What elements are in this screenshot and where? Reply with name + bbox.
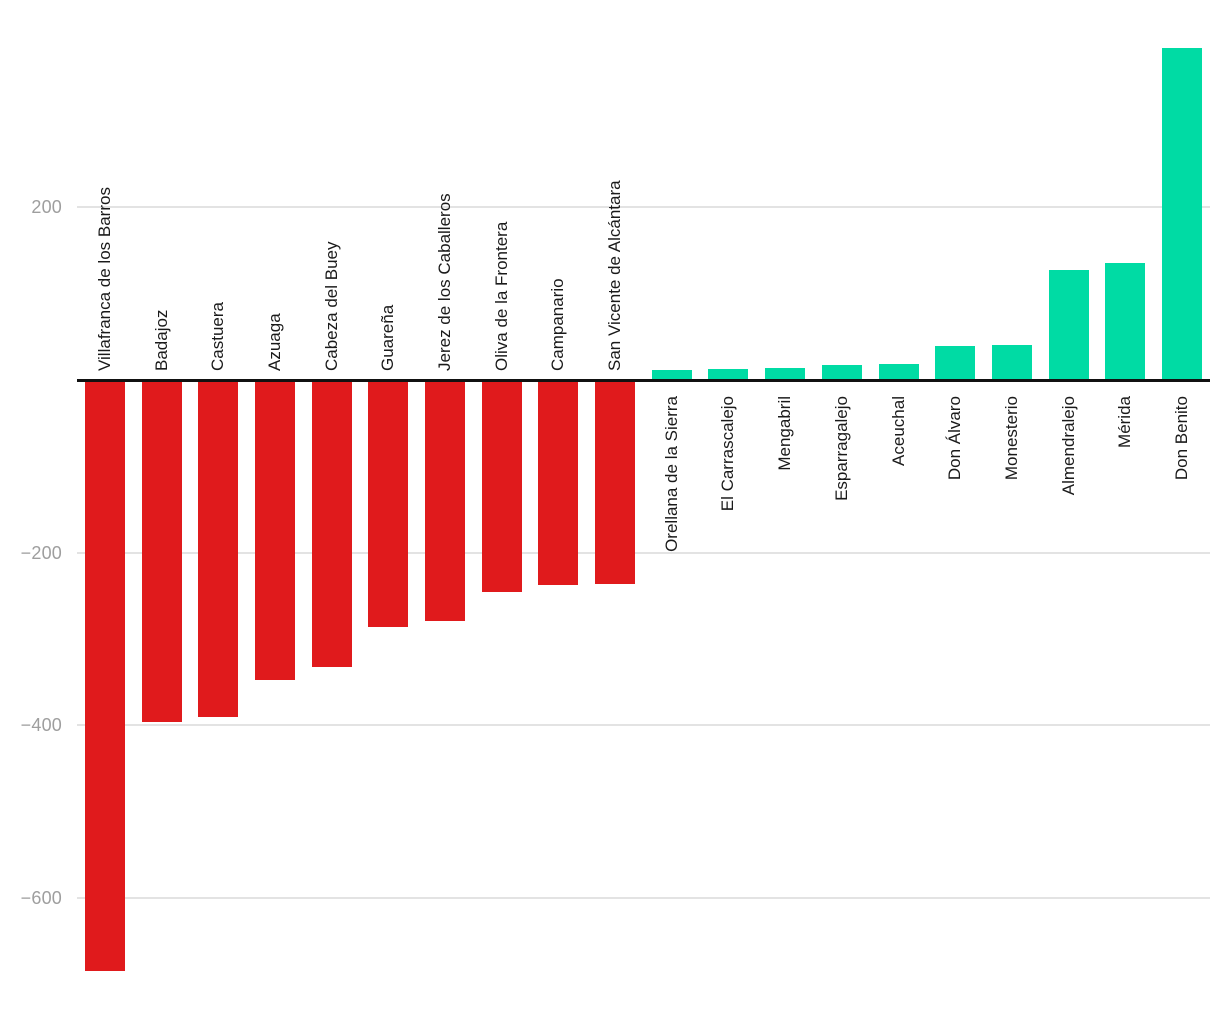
bar[interactable]: [481, 380, 522, 593]
category-label: El Carrascalejo: [718, 396, 738, 512]
bar[interactable]: [935, 346, 976, 380]
bar[interactable]: [538, 380, 579, 585]
category-label: Mengabril: [775, 396, 795, 471]
bar[interactable]: [1048, 270, 1089, 380]
bar[interactable]: [425, 380, 466, 621]
bar[interactable]: [765, 367, 806, 380]
bar[interactable]: [85, 380, 125, 972]
category-label: Villafranca de los Barros: [95, 187, 114, 371]
category-label: Castuera: [208, 302, 228, 371]
category-label: Azuaga: [265, 313, 285, 371]
gridline: [77, 896, 1210, 899]
gridline: [77, 551, 1210, 554]
category-label: Don Benito: [1171, 396, 1191, 481]
category-label: Badajoz: [151, 309, 171, 371]
category-label: Aceuchal: [888, 396, 908, 466]
category-label: Esparragalejo: [831, 396, 851, 501]
y-axis-tick-label: −600: [20, 887, 62, 908]
gridline: [77, 724, 1210, 727]
y-axis-tick-label: −200: [20, 542, 62, 563]
bar[interactable]: [651, 369, 692, 380]
bar[interactable]: [708, 368, 749, 380]
bar[interactable]: [595, 380, 636, 584]
y-axis-tick-label: 200: [31, 197, 62, 218]
category-label: Don Álvaro: [945, 396, 965, 481]
category-label: Mérida: [1115, 396, 1135, 448]
category-label: Jerez de los Caballeros: [435, 193, 455, 371]
category-label: Cabeza del Buey: [321, 241, 341, 371]
bar[interactable]: [878, 363, 919, 380]
category-label: Almendralejo: [1058, 396, 1078, 496]
bar[interactable]: [821, 365, 862, 380]
bar[interactable]: [991, 345, 1032, 380]
bar[interactable]: [1105, 262, 1146, 380]
category-label: San Vicente de Alcántara: [605, 180, 625, 371]
bar[interactable]: [1161, 48, 1202, 380]
bar[interactable]: [311, 380, 352, 668]
category-label: Oliva de la Frontera: [491, 221, 511, 371]
category-label: Orellana de la Sierra: [661, 396, 681, 552]
category-label: Campanario: [548, 278, 568, 371]
gridline: [77, 206, 1210, 209]
bar[interactable]: [141, 380, 182, 722]
bar[interactable]: [255, 380, 296, 681]
category-label: Monesterio: [1001, 396, 1021, 481]
y-axis-tick-label: −400: [20, 715, 62, 736]
bar[interactable]: [198, 380, 239, 717]
x-axis-zero-line: [77, 378, 1210, 382]
bar[interactable]: [368, 380, 409, 627]
category-label: Guareña: [378, 304, 398, 371]
